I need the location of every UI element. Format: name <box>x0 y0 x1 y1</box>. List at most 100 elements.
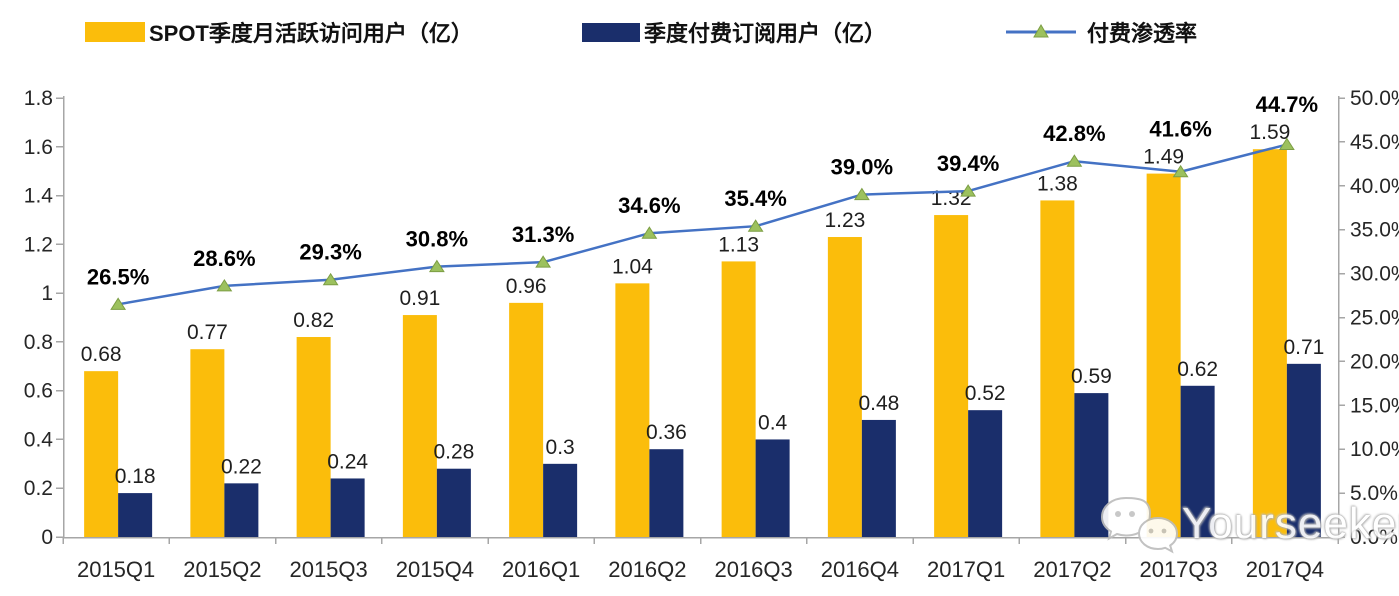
bar-mau <box>1040 200 1075 537</box>
left-axis-label: 1.2 <box>24 233 53 256</box>
legend-label-penetration: 付费渗透率 <box>1087 21 1198 46</box>
line-marker-triangle <box>428 259 445 273</box>
legend-label-mau: SPOT季度月活跃访问用户（亿） <box>149 21 473 46</box>
mau-value-label: 1.49 <box>1143 146 1184 169</box>
right-axis-label: 5.0% <box>1350 482 1398 505</box>
x-category-label: 2016Q3 <box>714 557 792 582</box>
bar-subs <box>118 493 153 537</box>
legend-item-mau: SPOT季度月活跃访问用户（亿） <box>85 18 473 46</box>
bar-mau <box>827 237 862 537</box>
right-axis-label: 50.0% <box>1350 87 1399 110</box>
subs-value-label: 0.71 <box>1283 336 1324 359</box>
x-category-label: 2017Q2 <box>1033 557 1111 582</box>
right-axis-label: 25.0% <box>1350 307 1399 330</box>
right-axis-label: 30.0% <box>1350 263 1399 286</box>
left-axis-label: 0.4 <box>24 428 54 451</box>
line-marker-triangle <box>641 226 658 239</box>
subs-value-label: 0.24 <box>327 450 368 473</box>
line-marker-triangle <box>322 272 339 286</box>
line-marker-triangle <box>1066 154 1083 167</box>
subs-value-label: 0.18 <box>115 465 156 488</box>
x-category-label: 2015Q2 <box>183 557 261 582</box>
subs-value-label: 0.4 <box>758 411 788 434</box>
left-axis-label: 1 <box>41 282 53 305</box>
bar-subs <box>224 483 259 537</box>
bar-mau <box>615 283 650 537</box>
line-marker-triangle <box>960 184 977 197</box>
penetration-value-label: 26.5% <box>87 264 149 289</box>
mau-value-label: 0.68 <box>81 343 122 366</box>
x-category-label: 2015Q4 <box>396 557 474 582</box>
penetration-line <box>117 143 1288 306</box>
bar-subs <box>755 439 790 537</box>
mau-value-label: 1.13 <box>718 233 759 256</box>
bar-subs <box>1286 363 1321 537</box>
right-axis-label: 45.0% <box>1350 131 1399 154</box>
watermark-text: Yourseeker <box>1182 499 1399 548</box>
line-marker-triangle <box>110 297 127 310</box>
bar-mau <box>296 337 331 537</box>
right-axis-label: 15.0% <box>1350 394 1399 417</box>
mau-value-label: 1.23 <box>824 209 865 232</box>
right-axis-label: 40.0% <box>1350 175 1399 198</box>
mau-value-label: 0.77 <box>187 321 228 344</box>
legend-item-subs: 季度付费订阅用户（亿） <box>582 18 886 46</box>
penetration-value-label: 31.3% <box>512 222 574 247</box>
penetration-value-label: 30.8% <box>406 227 468 252</box>
x-category-label: 2015Q1 <box>77 557 155 582</box>
bar-subs <box>436 468 471 537</box>
penetration-value-label: 35.4% <box>724 186 786 211</box>
subs-value-label: 0.3 <box>546 436 575 459</box>
mau-value-label: 0.96 <box>506 275 547 298</box>
bar-mau <box>402 315 437 537</box>
line-marker-triangle <box>216 278 233 292</box>
bar-subs <box>543 463 578 537</box>
subs-value-label: 0.28 <box>433 441 474 464</box>
bar-mau <box>1252 149 1287 537</box>
mau-value-label: 1.04 <box>612 255 653 278</box>
left-axis-label: 1.4 <box>24 185 54 208</box>
left-axis-label: 1.6 <box>24 136 53 159</box>
bar-mau <box>84 371 119 537</box>
penetration-value-label: 29.3% <box>299 240 361 265</box>
watermark: Yourseeker <box>1098 492 1399 556</box>
penetration-value-label: 28.6% <box>193 246 255 271</box>
wechat-icon <box>1100 496 1179 554</box>
penetration-value-label: 34.6% <box>618 193 680 218</box>
mau-value-label: 1.38 <box>1037 172 1078 195</box>
x-category-label: 2015Q3 <box>289 557 367 582</box>
bar-mau <box>934 215 969 538</box>
subs-value-label: 0.48 <box>858 392 899 415</box>
bar-mau <box>721 261 756 537</box>
line-marker-triangle <box>747 219 764 232</box>
penetration-value-label: 44.7% <box>1256 92 1318 117</box>
x-category-label: 2017Q3 <box>1139 557 1217 582</box>
bar-subs <box>649 449 684 537</box>
subs-value-label: 0.22 <box>221 455 262 478</box>
left-axis-label: 0 <box>41 526 53 549</box>
line-marker-swatch <box>1006 24 1076 38</box>
x-category-label: 2016Q2 <box>608 557 686 582</box>
line-marker-triangle <box>535 255 552 268</box>
left-axis-label: 1.8 <box>24 87 53 110</box>
legend-item-penetration: 付费渗透率 <box>1005 18 1197 46</box>
bar-subs <box>861 419 896 537</box>
left-axis-label: 0.8 <box>24 331 53 354</box>
legend-label-subs: 季度付费订阅用户（亿） <box>644 21 887 46</box>
penetration-value-label: 39.4% <box>937 151 999 176</box>
bar-subs <box>968 410 1003 537</box>
penetration-value-label: 41.6% <box>1149 117 1211 142</box>
bar-mau <box>509 302 544 537</box>
subs-bar-swatch <box>582 22 640 42</box>
mau-value-label: 1.59 <box>1249 121 1290 144</box>
mau-value-label: 0.91 <box>399 287 440 310</box>
subs-value-label: 0.59 <box>1071 365 1112 388</box>
left-axis-label: 0.2 <box>24 477 53 500</box>
right-axis-label: 10.0% <box>1350 438 1399 461</box>
right-axis-label: 0.0% <box>1350 526 1398 549</box>
right-axis-label: 35.0% <box>1350 219 1399 242</box>
line-marker-triangle <box>1172 164 1189 178</box>
mau-value-label: 0.82 <box>293 309 334 332</box>
